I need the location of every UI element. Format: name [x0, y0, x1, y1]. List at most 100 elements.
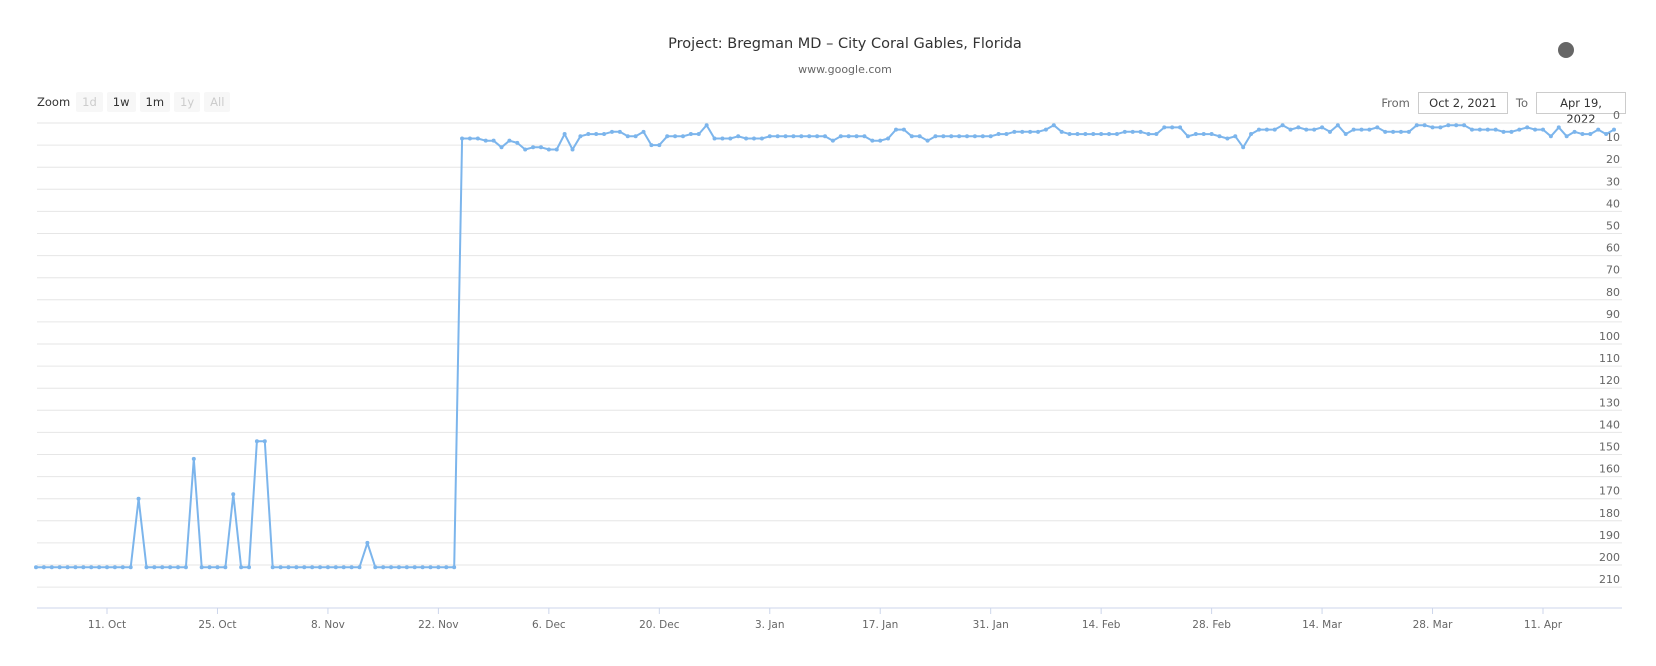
data-point[interactable]	[1304, 127, 1309, 132]
data-point[interactable]	[34, 565, 38, 570]
data-point[interactable]	[696, 132, 701, 137]
data-point[interactable]	[49, 565, 54, 570]
data-point[interactable]	[1043, 127, 1048, 132]
data-point[interactable]	[594, 132, 599, 137]
data-point[interactable]	[815, 134, 820, 139]
data-point[interactable]	[602, 132, 607, 137]
data-point[interactable]	[1146, 132, 1151, 137]
data-point[interactable]	[949, 134, 954, 139]
data-point[interactable]	[112, 565, 117, 570]
zoom-1m-button[interactable]: 1m	[139, 92, 171, 112]
data-point[interactable]	[775, 134, 780, 139]
data-point[interactable]	[996, 132, 1001, 137]
data-point[interactable]	[657, 143, 662, 148]
data-point[interactable]	[475, 136, 480, 141]
data-point[interactable]	[625, 134, 630, 139]
data-point[interactable]	[1383, 129, 1388, 134]
data-point[interactable]	[1130, 129, 1135, 134]
data-point[interactable]	[578, 134, 583, 139]
data-point[interactable]	[1241, 145, 1246, 150]
data-point[interactable]	[1185, 134, 1190, 139]
data-point[interactable]	[1493, 127, 1498, 132]
data-point[interactable]	[1178, 125, 1183, 130]
data-point[interactable]	[523, 147, 528, 152]
data-point[interactable]	[878, 138, 883, 143]
data-point[interactable]	[1430, 125, 1435, 130]
data-point[interactable]	[1256, 127, 1261, 132]
data-point[interactable]	[1288, 127, 1293, 132]
data-point[interactable]	[649, 143, 654, 148]
data-point[interactable]	[830, 138, 835, 143]
data-point[interactable]	[1525, 125, 1530, 130]
data-point[interactable]	[120, 565, 125, 570]
data-point[interactable]	[191, 456, 196, 461]
data-point[interactable]	[1201, 132, 1206, 137]
data-point[interactable]	[1233, 134, 1238, 139]
data-point[interactable]	[941, 134, 946, 139]
data-point[interactable]	[957, 134, 962, 139]
data-point[interactable]	[262, 439, 267, 444]
data-point[interactable]	[728, 136, 733, 141]
data-point[interactable]	[467, 136, 472, 141]
data-point[interactable]	[586, 132, 591, 137]
data-point[interactable]	[1004, 132, 1009, 137]
data-point[interactable]	[562, 132, 567, 137]
context-menu-icon[interactable]	[1558, 42, 1574, 58]
data-point[interactable]	[254, 439, 259, 444]
data-point[interactable]	[1446, 123, 1451, 128]
data-point[interactable]	[1091, 132, 1096, 137]
data-point[interactable]	[1154, 132, 1159, 137]
data-point[interactable]	[1462, 123, 1467, 128]
data-point[interactable]	[854, 134, 859, 139]
data-point[interactable]	[270, 565, 275, 570]
data-point[interactable]	[207, 565, 212, 570]
data-point[interactable]	[373, 565, 378, 570]
data-point[interactable]	[823, 134, 827, 139]
data-point[interactable]	[41, 565, 46, 570]
data-point[interactable]	[491, 138, 496, 143]
data-point[interactable]	[389, 565, 394, 570]
data-point[interactable]	[1067, 132, 1072, 137]
data-point[interactable]	[349, 565, 354, 570]
data-point[interactable]	[1170, 125, 1175, 130]
data-point[interactable]	[499, 145, 504, 150]
data-point[interactable]	[1264, 127, 1269, 132]
data-point[interactable]	[302, 565, 307, 570]
data-point[interactable]	[231, 492, 236, 497]
data-point[interactable]	[1193, 132, 1198, 137]
data-point[interactable]	[546, 147, 551, 152]
data-point[interactable]	[1533, 127, 1538, 132]
data-point[interactable]	[73, 565, 78, 570]
data-point[interactable]	[1501, 129, 1506, 134]
data-point[interactable]	[1122, 129, 1127, 134]
data-point[interactable]	[1036, 129, 1041, 134]
data-point[interactable]	[1028, 129, 1033, 134]
data-point[interactable]	[341, 565, 346, 570]
data-point[interactable]	[609, 129, 614, 134]
data-point[interactable]	[1367, 127, 1372, 132]
data-point[interactable]	[744, 136, 749, 141]
data-point[interactable]	[846, 134, 851, 139]
data-point[interactable]	[633, 134, 638, 139]
data-point[interactable]	[531, 145, 536, 150]
zoom-1w-button[interactable]: 1w	[106, 92, 136, 112]
data-point[interactable]	[136, 496, 141, 501]
data-point[interactable]	[1327, 129, 1332, 134]
data-point[interactable]	[1335, 123, 1340, 128]
data-point[interactable]	[168, 565, 173, 570]
data-point[interactable]	[1075, 132, 1080, 137]
zoom-1d-button[interactable]: 1d	[76, 92, 103, 112]
data-point[interactable]	[1272, 127, 1277, 132]
data-point[interactable]	[1469, 127, 1474, 132]
data-point[interactable]	[1138, 129, 1143, 134]
data-point[interactable]	[1083, 132, 1088, 137]
data-point[interactable]	[460, 136, 465, 141]
data-point[interactable]	[1351, 127, 1356, 132]
data-point[interactable]	[420, 565, 425, 570]
data-point[interactable]	[1454, 123, 1459, 128]
data-point[interactable]	[105, 565, 110, 570]
data-point[interactable]	[333, 565, 338, 570]
data-point[interactable]	[673, 134, 678, 139]
data-point[interactable]	[1572, 129, 1577, 134]
data-point[interactable]	[736, 134, 741, 139]
